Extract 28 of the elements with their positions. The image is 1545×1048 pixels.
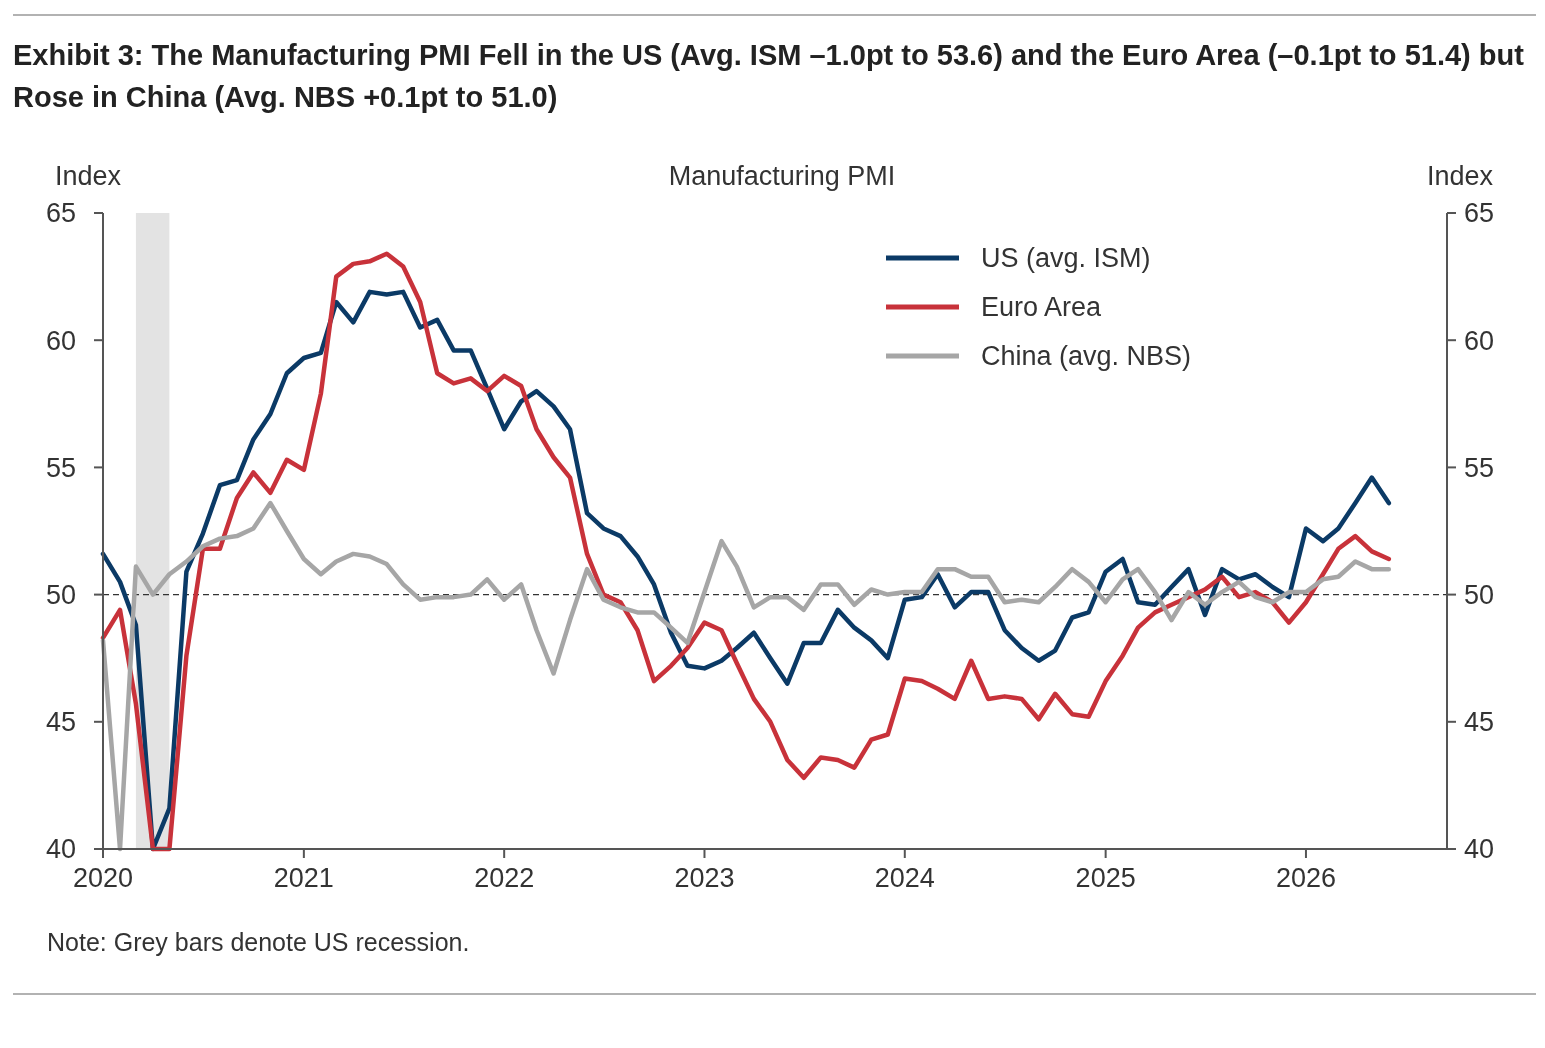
y-tick-label: 40: [45, 834, 76, 865]
y2-axis-title: Index: [1426, 161, 1494, 191]
x-tick-label: 2024: [874, 863, 935, 893]
y-axis-title: Index: [55, 161, 122, 191]
x-tick-label: 2023: [674, 863, 735, 893]
x-tick-label: 2026: [1275, 863, 1336, 893]
y2-tick-label: 60: [1464, 325, 1495, 356]
x-tick-label: 2025: [1075, 863, 1136, 893]
x-tick-label: 2022: [474, 863, 535, 893]
y-tick-label: 65: [45, 198, 76, 229]
chart-subtitle: Manufacturing PMI: [668, 161, 896, 191]
y2-tick-label: 40: [1464, 834, 1495, 865]
y-tick-label: 55: [45, 452, 76, 483]
line-series: [100, 500, 1392, 852]
legend-label: US (avg. ISM): [981, 243, 1151, 274]
x-tick-label: 2020: [72, 863, 134, 893]
legend-label: China (avg. NBS): [981, 341, 1192, 372]
y-tick-label: 60: [45, 325, 76, 356]
y-tick-label: 45: [45, 707, 76, 738]
x-tick-label: 2021: [273, 863, 334, 893]
y2-tick-label: 50: [1464, 580, 1495, 611]
y2-tick-label: 65: [1464, 198, 1495, 229]
y-tick-label: 50: [45, 580, 76, 611]
y2-tick-label: 45: [1464, 707, 1495, 738]
text: Note: Grey bars denote US recession.: [47, 928, 470, 956]
legend-label: Euro Area: [981, 292, 1103, 323]
y2-tick-label: 55: [1464, 452, 1495, 483]
chart-title: Exhibit 3: The Manufacturing PMI Fell in the US (Avg. ISM –1.0pt to 53.6) and the Euro Area (–0.1pt to 51.4) but Rose in China (Avg. NBS +0.1pt to 51.0): [13, 38, 1525, 115]
